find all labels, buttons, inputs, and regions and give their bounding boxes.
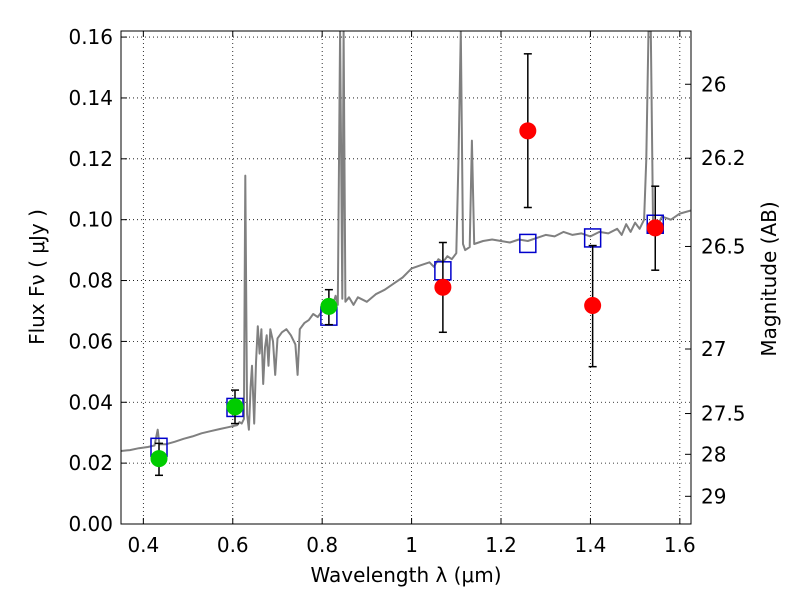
x-tick-label: 0.6: [217, 533, 249, 557]
axes: 0.4 0.6 0.8 1 1.2 1.4 1.6 0.00 0.02 0.04 0.06 0.08 0…: [68, 25, 745, 557]
right-tick-label: 29: [701, 484, 726, 508]
y-tick-label: 0.04: [68, 390, 113, 414]
right-tick-label: 27.5: [701, 402, 746, 426]
x-tick-label: 0.8: [306, 533, 338, 557]
y-tick-label: 0.06: [68, 329, 113, 353]
x-tick-label: 1: [405, 533, 418, 557]
y-tick-label: 0.08: [68, 269, 113, 293]
y-tick-label: 0.14: [68, 86, 113, 110]
x-tick-label: 1.2: [485, 533, 517, 557]
detection-point: [150, 450, 168, 468]
y-tick-label: 0.10: [68, 208, 113, 232]
detection-point: [320, 297, 338, 315]
x-tick-label: 0.4: [127, 533, 159, 557]
grid-lines: [121, 31, 691, 525]
right-axis-label: Magnitude (AB): [757, 201, 781, 356]
right-tick-label: 28: [701, 442, 726, 466]
y-tick-label: 0.02: [68, 451, 113, 475]
y-axis-label: Flux Fν ( μJy ): [25, 209, 49, 345]
x-axis-label: Wavelength λ (μm): [310, 563, 501, 587]
y-tick-label: 0.12: [68, 147, 113, 171]
detection-point: [519, 122, 537, 140]
right-tick-label: 26: [701, 72, 726, 96]
detection-point: [646, 219, 664, 237]
plot-area: [121, 31, 691, 477]
model-band-square: [519, 233, 537, 254]
x-tick-label: 1.4: [575, 533, 607, 557]
right-tick-label: 27: [701, 337, 726, 361]
spectrum-line: [121, 31, 691, 452]
y-tick-label: 0.16: [68, 25, 113, 49]
right-tick-label: 26.5: [701, 234, 746, 258]
x-tick-label: 1.6: [664, 533, 696, 557]
detection-point: [434, 278, 452, 296]
detection-point: [226, 398, 244, 416]
detection-point: [584, 296, 602, 314]
y-tick-label: 0.00: [68, 512, 113, 536]
plot-frame: [120, 30, 692, 525]
right-tick-label: 26.2: [701, 146, 746, 170]
